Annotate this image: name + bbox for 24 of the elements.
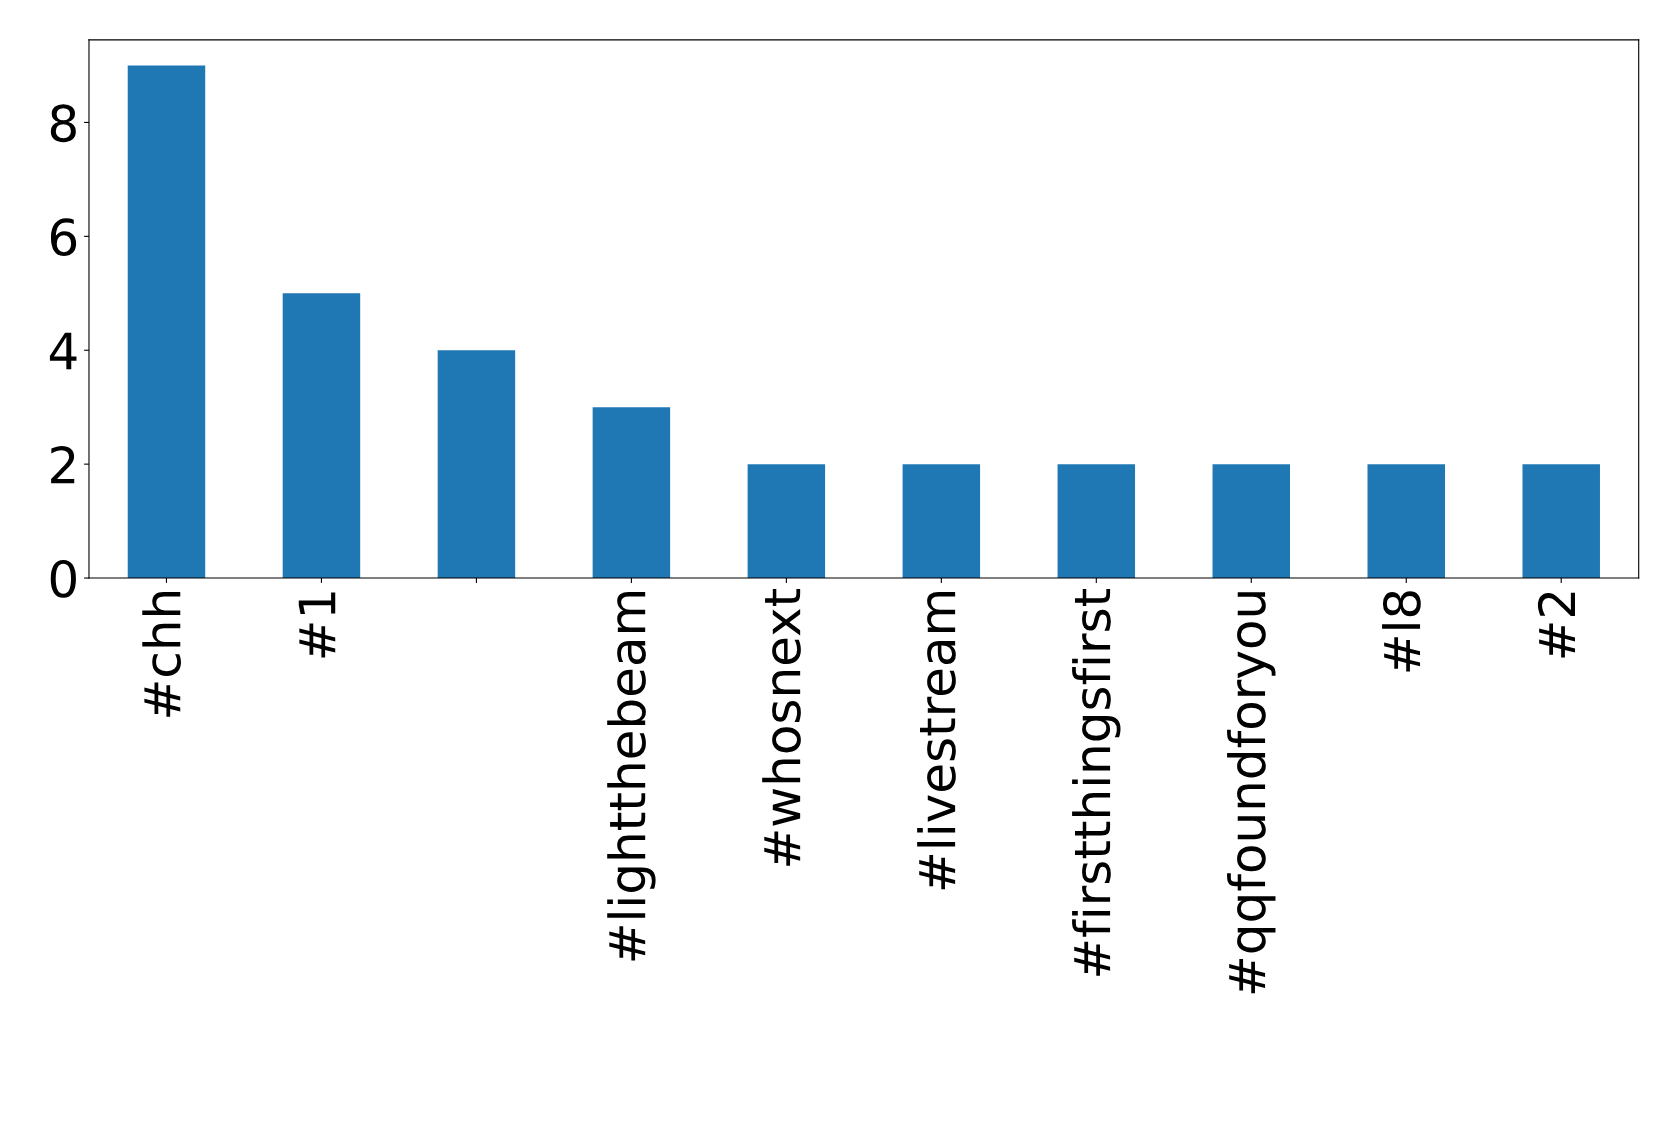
bar	[437, 350, 516, 579]
x-tick-label: #qqfoundforyou	[1227, 592, 1276, 994]
bar	[1522, 464, 1600, 579]
y-tick-label: 4	[49, 332, 77, 370]
bar	[902, 464, 981, 579]
bar	[1057, 464, 1136, 579]
bar	[747, 464, 826, 579]
x-tick-label: #2	[1537, 592, 1576, 658]
y-tick-label: 8	[50, 104, 76, 143]
bar	[1367, 464, 1445, 579]
y-tick-label: 6	[50, 218, 77, 257]
bar	[592, 407, 671, 579]
bar	[1212, 464, 1291, 579]
x-tick-label: #lightthebeam	[607, 592, 656, 961]
x-tick-label: #livestream	[917, 592, 956, 890]
y-tick-label: 0	[50, 559, 76, 598]
bar	[282, 293, 361, 579]
x-tick-label: #l8	[1382, 591, 1421, 672]
x-tick-label: #firstthingsfirst	[1072, 588, 1121, 976]
bar	[127, 65, 206, 579]
y-tick-label: 2	[51, 446, 75, 484]
x-tick-label: #1	[298, 592, 336, 658]
x-tick-label: #whosnext	[762, 588, 801, 866]
x-tick-label: #chh	[142, 592, 181, 717]
